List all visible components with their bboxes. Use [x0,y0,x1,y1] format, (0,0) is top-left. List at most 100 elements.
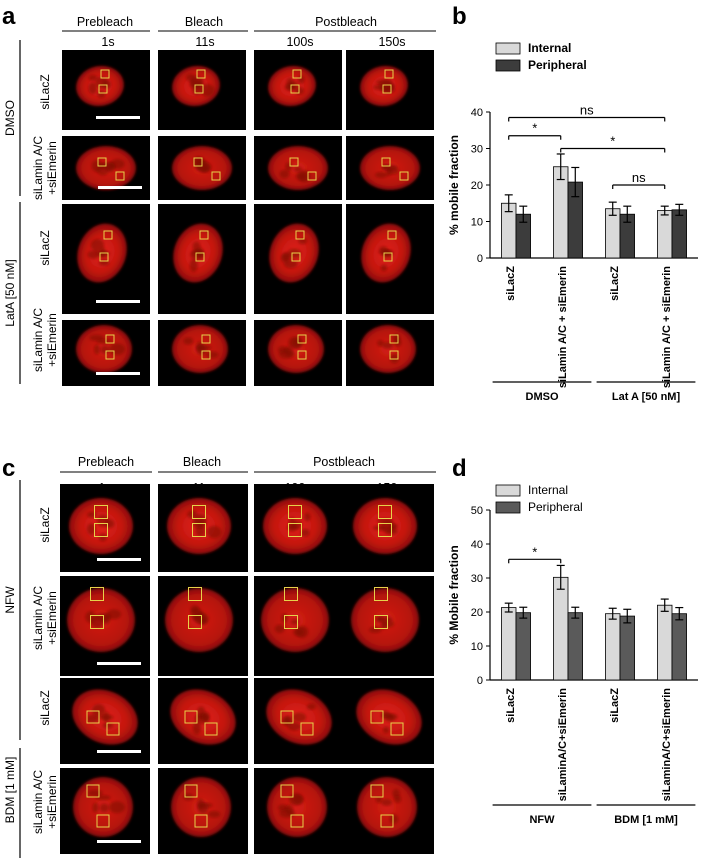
roi-box [380,814,394,828]
roi-box [86,784,100,798]
header-postbleach: Postbleach [315,15,377,29]
nucleolus [91,239,104,252]
scale-bar [96,116,140,119]
roi-box [387,230,397,240]
roi-box [378,505,392,519]
group-label: Lat A [50 nM] [612,391,681,403]
y-tick-label: 10 [471,217,483,229]
group-label: NFW [529,814,555,826]
sig-label: * [532,544,537,559]
y-axis-label: % Mobile fraction [447,545,461,644]
nucleolus [381,798,393,806]
scale-bar [96,372,140,375]
roi-box [288,523,302,537]
nucleolus [93,344,100,355]
roi-box [284,615,298,629]
nucleolus [287,722,301,731]
header-prebleach: Prebleach [77,15,133,29]
nucleolus [192,613,209,624]
nucleolus [379,246,388,253]
roi-box [103,230,113,240]
row-label: siLacZ [38,230,52,265]
roi-box [370,710,384,724]
time-label: 11s [195,35,214,49]
nucleolus [380,264,388,272]
roi-box [280,710,294,724]
panel-c-micrographs [60,484,434,854]
x-tick-label: siLaminA/C+siEmerin [557,688,569,802]
roi-box [184,710,198,724]
roi-box [382,84,392,94]
y-tick-label: 30 [471,573,483,585]
time-label: 1s [101,35,114,49]
bar [605,208,621,259]
time-label: 150s [378,35,405,49]
roi-box [292,69,302,79]
roi-box [98,84,108,94]
nucleolus [297,75,305,84]
group-label: DMSO [526,391,559,403]
panel-letter-b: b [452,3,467,30]
nucleolus [295,172,307,181]
roi-box [184,784,198,798]
legend-swatch [495,42,521,55]
nucleolus [200,84,215,97]
scale-bar [98,186,142,189]
nucleolus [98,533,107,542]
nucleolus [88,82,98,94]
y-tick-label: 40 [471,539,483,551]
nucleus [357,777,417,837]
roi-box [105,334,115,344]
nucleolus [278,349,295,359]
group-label: BDM [1 mM] [614,814,678,826]
nucleolus [92,802,99,813]
sig-label: * [532,121,537,136]
nucleolus [286,524,298,532]
roi-box [383,252,393,262]
nucleolus [189,259,198,273]
roi-box [188,615,202,629]
nucleolus [382,341,394,349]
panel-a-micrographs [62,50,434,386]
row-label: siLamin A/C [31,136,45,200]
nucleolus [189,79,204,90]
scale-bar [96,300,140,303]
panel-letter-a: a [2,3,16,30]
group-label-nfw: NFW [3,586,17,614]
chart-d: 0 10 20 30 40 50 % Mobile fraction siLacZ siLami… [447,483,698,826]
nucleolus [294,166,303,172]
nucleolus [282,716,292,727]
roi-box [188,587,202,601]
x-tick-label: siLamin A/C + siEmerin [661,266,673,388]
y-tick-label: 0 [477,675,483,687]
panel-c-row-labels: NFW BDM [1 mM] siLacZ siLamin A/C +siEme… [3,480,59,858]
roi-box [94,505,108,519]
roi-box [96,814,110,828]
row-label: siLamin A/C [31,770,45,834]
x-tick-label: siLacZ [505,266,517,301]
bar [553,576,569,681]
row-label: siLacZ [38,690,52,725]
legend-swatch [495,59,521,72]
group-label-lata: LatA [50 nM] [3,259,17,326]
header-prebleach: Prebleach [78,455,134,469]
roi-box [105,350,115,360]
roi-box [194,84,204,94]
nucleolus [274,624,285,633]
nucleolus [383,619,395,628]
nucleolus [92,704,106,717]
roi-box [115,171,125,181]
nucleolus [185,73,196,82]
y-tick-label: 10 [471,641,483,653]
x-tick-label: siLacZ [609,688,621,723]
header-postbleach: Postbleach [313,455,375,469]
roi-box [378,523,392,537]
nucleolus [108,801,125,814]
scale-bar [97,750,141,753]
legend-label: Internal [528,41,571,55]
nucleolus [102,80,112,89]
row-label: siLacZ [38,74,52,109]
roi-box [290,814,304,828]
row-label: +siEmerin [45,313,59,367]
